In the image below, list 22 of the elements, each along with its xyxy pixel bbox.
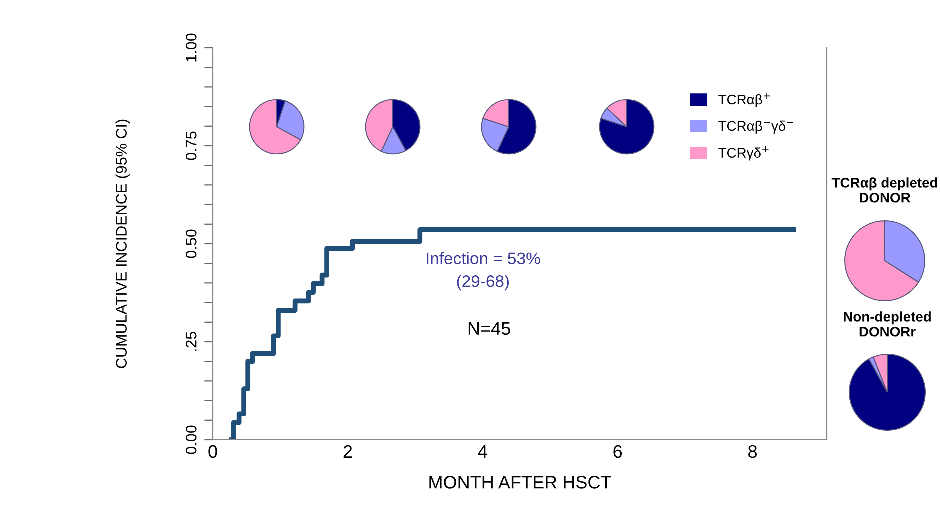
y-tick-label: 0.00 [186, 426, 197, 454]
y-tick-label: 0.50 [186, 230, 197, 258]
x-tick-label: 6 [614, 445, 622, 458]
chart-title: Non-depleted DONORr [844, 312, 931, 337]
legend-label: TCRγδ$^{+}$ [718, 146, 769, 161]
y-axis-title: CUMULATIVE INCIDENCE (95% CI) [116, 120, 130, 368]
legend-label: TCRαβ$^{+}$ [718, 93, 770, 108]
pie-slice [249, 99, 302, 155]
y-tick-label: 1.00 [186, 34, 197, 62]
chart-title: TCRαβ depleted DONOR [832, 178, 938, 203]
x-tick-label: 0 [208, 445, 218, 458]
x-axis-title: MONTH AFTER HSCT [430, 476, 612, 489]
legend-label: TCRαβ$^{−}$γδ$^{−}$ [718, 120, 794, 134]
x-tick-label: 4 [478, 446, 488, 458]
x-tick-label: 8 [748, 445, 758, 458]
annotation: N=45 [468, 322, 510, 336]
pie-slice [849, 354, 926, 431]
y-tick-label: .25 [186, 332, 197, 352]
pie-slice [599, 99, 655, 155]
x-tick-label: 2 [344, 445, 352, 458]
annotation: Infection = 53% (29-68) [427, 252, 540, 291]
y-tick-label: 0.75 [186, 132, 197, 160]
